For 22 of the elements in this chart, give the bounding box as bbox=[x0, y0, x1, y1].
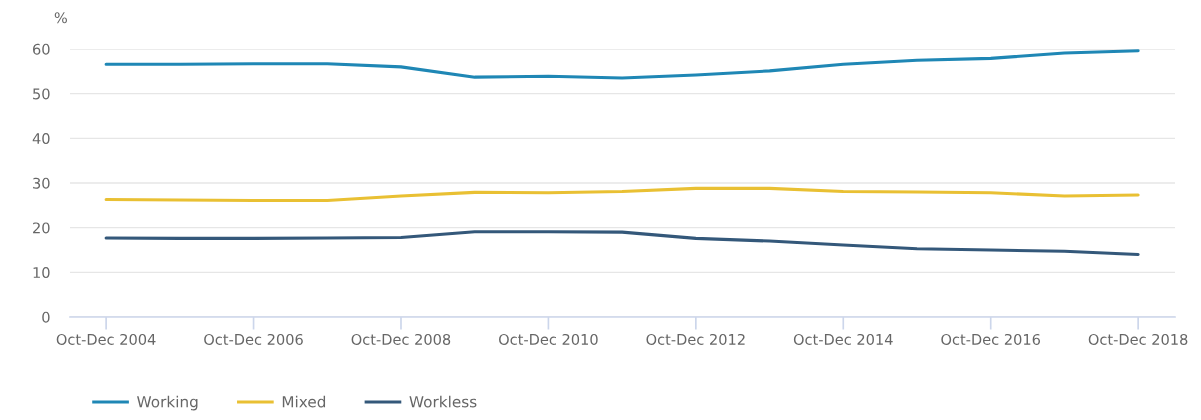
y-tick-label: 50 bbox=[33, 88, 50, 100]
y-tick-label: 0 bbox=[42, 311, 50, 323]
x-tick-label: Oct-Dec 2016 bbox=[941, 333, 1041, 345]
legend-label: Mixed bbox=[282, 395, 326, 408]
x-tick-label: Oct-Dec 2006 bbox=[204, 333, 303, 345]
line-series bbox=[104, 230, 1140, 256]
y-tick-label: 30 bbox=[33, 177, 50, 189]
x-tick-label: Oct-Dec 2012 bbox=[646, 333, 745, 345]
x-tick-label: Oct-Dec 2014 bbox=[793, 333, 893, 345]
y-tick-label: 20 bbox=[33, 222, 50, 234]
x-tick-label: Oct-Dec 2008 bbox=[351, 333, 451, 345]
line-series bbox=[104, 49, 1140, 80]
legend-label: Workless bbox=[409, 395, 477, 408]
legend-label: Working bbox=[137, 395, 198, 411]
x-tick-label: Oct-Dec 2010 bbox=[499, 333, 598, 345]
x-tick-label: Oct-Dec 2004 bbox=[56, 333, 156, 345]
y-tick-label: 60 bbox=[33, 43, 50, 55]
y-tick-label: 10 bbox=[33, 267, 50, 279]
y-axis-title: % bbox=[54, 12, 67, 24]
x-tick-label: Oct-Dec 2018 bbox=[1088, 333, 1188, 345]
line-series bbox=[104, 186, 1140, 202]
y-tick-label: 40 bbox=[32, 133, 50, 145]
